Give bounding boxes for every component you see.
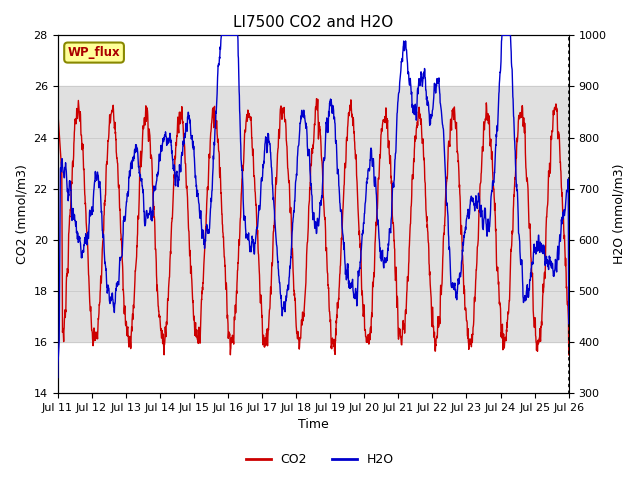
Y-axis label: CO2 (mmol/m3): CO2 (mmol/m3) — [15, 164, 28, 264]
Bar — [58, 86, 569, 342]
Y-axis label: H2O (mmol/m3): H2O (mmol/m3) — [612, 164, 625, 264]
Text: WP_flux: WP_flux — [68, 46, 120, 59]
X-axis label: Time: Time — [298, 419, 328, 432]
Legend: CO2, H2O: CO2, H2O — [241, 448, 399, 471]
Title: LI7500 CO2 and H2O: LI7500 CO2 and H2O — [233, 15, 393, 30]
